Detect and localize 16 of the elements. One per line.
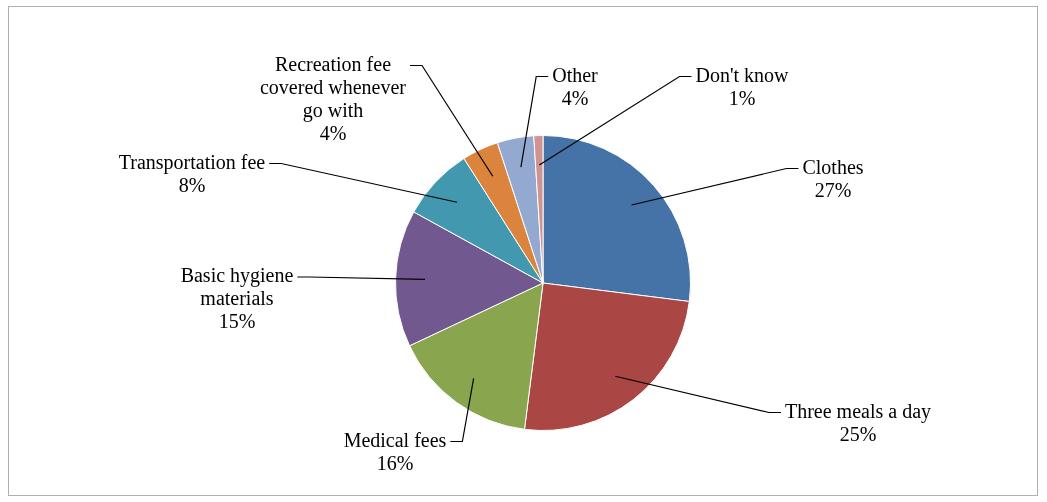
data-label: 27% <box>814 178 852 201</box>
slice-label: Transportation fee <box>118 150 266 174</box>
slice-label: Medical fees <box>343 428 447 451</box>
data-label: 25% <box>839 422 877 445</box>
slice-label: Don't know <box>695 63 790 86</box>
data-label: 15% <box>218 310 256 333</box>
slice-label: Clothes <box>802 155 864 178</box>
data-label: 4% <box>319 121 347 144</box>
slice-label: Three meals a day <box>784 399 932 423</box>
data-label: 8% <box>178 173 206 196</box>
data-label: 1% <box>728 86 756 109</box>
slice-label: Other <box>552 63 599 86</box>
data-label: 4% <box>561 86 589 109</box>
slice-label: Recreation fee covered whenever go with <box>259 52 407 122</box>
slice-label: Basic hygiene materials <box>180 264 294 310</box>
data-label: 16% <box>376 451 414 474</box>
